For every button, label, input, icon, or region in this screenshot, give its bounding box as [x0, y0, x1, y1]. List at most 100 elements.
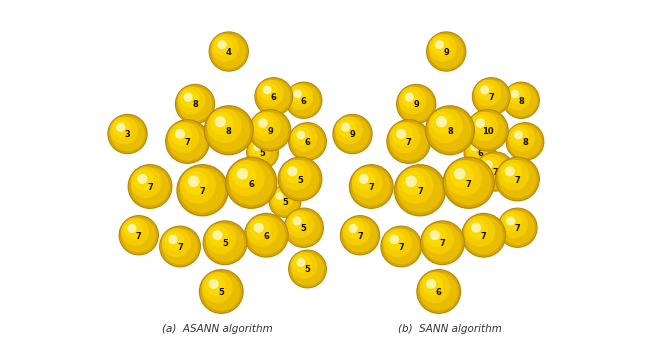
- Circle shape: [430, 35, 463, 68]
- Circle shape: [208, 109, 250, 151]
- Circle shape: [237, 169, 248, 179]
- Circle shape: [203, 221, 247, 264]
- Circle shape: [203, 273, 240, 310]
- Circle shape: [284, 163, 304, 183]
- Circle shape: [447, 161, 481, 196]
- Circle shape: [291, 87, 307, 103]
- Circle shape: [501, 211, 534, 244]
- Circle shape: [506, 85, 537, 116]
- Circle shape: [218, 41, 226, 49]
- Circle shape: [384, 229, 412, 257]
- Circle shape: [475, 81, 507, 113]
- Circle shape: [341, 217, 379, 254]
- Circle shape: [384, 229, 419, 264]
- Circle shape: [468, 220, 488, 239]
- Circle shape: [248, 217, 284, 254]
- Circle shape: [515, 131, 522, 139]
- Circle shape: [388, 121, 430, 162]
- Text: 8: 8: [447, 127, 453, 136]
- Circle shape: [226, 157, 277, 208]
- Circle shape: [297, 259, 304, 266]
- Circle shape: [172, 126, 191, 145]
- Circle shape: [422, 222, 463, 263]
- Text: 3: 3: [124, 130, 130, 140]
- Circle shape: [481, 86, 488, 94]
- Circle shape: [290, 213, 307, 231]
- Circle shape: [255, 115, 273, 134]
- Circle shape: [286, 83, 321, 117]
- Circle shape: [209, 32, 248, 71]
- Text: 7: 7: [417, 187, 423, 196]
- Text: 7: 7: [515, 176, 521, 185]
- Circle shape: [288, 85, 313, 109]
- Circle shape: [286, 82, 322, 118]
- Circle shape: [163, 229, 190, 257]
- Circle shape: [350, 165, 393, 208]
- Circle shape: [478, 155, 505, 181]
- Text: 7: 7: [177, 243, 183, 252]
- Circle shape: [211, 113, 233, 134]
- Circle shape: [470, 113, 498, 141]
- Circle shape: [511, 128, 528, 145]
- Circle shape: [476, 119, 484, 127]
- Circle shape: [252, 113, 281, 141]
- Circle shape: [201, 271, 242, 312]
- Circle shape: [471, 144, 477, 150]
- Circle shape: [470, 113, 505, 148]
- Circle shape: [254, 223, 263, 232]
- Circle shape: [128, 225, 136, 232]
- Circle shape: [336, 117, 369, 151]
- Circle shape: [501, 211, 527, 237]
- Circle shape: [210, 280, 218, 288]
- Circle shape: [430, 109, 471, 151]
- Circle shape: [111, 117, 144, 151]
- Circle shape: [109, 116, 146, 153]
- Circle shape: [336, 117, 362, 144]
- Circle shape: [427, 32, 466, 71]
- Circle shape: [382, 227, 421, 266]
- Circle shape: [462, 213, 506, 257]
- Circle shape: [249, 139, 270, 161]
- Text: (a)  ASANN algorithm: (a) ASANN algorithm: [162, 324, 273, 334]
- Circle shape: [114, 120, 131, 137]
- Circle shape: [479, 155, 511, 188]
- Circle shape: [269, 186, 301, 217]
- Circle shape: [387, 120, 430, 163]
- Circle shape: [181, 168, 224, 212]
- Circle shape: [181, 90, 198, 107]
- Circle shape: [161, 227, 199, 266]
- Text: 6: 6: [477, 149, 483, 158]
- Circle shape: [292, 126, 317, 151]
- Circle shape: [418, 271, 459, 312]
- Circle shape: [353, 168, 390, 205]
- Text: 5: 5: [297, 176, 303, 185]
- Circle shape: [132, 168, 168, 205]
- Circle shape: [272, 188, 293, 209]
- Circle shape: [285, 209, 322, 246]
- Circle shape: [351, 166, 392, 207]
- Circle shape: [381, 226, 421, 267]
- Circle shape: [432, 113, 454, 134]
- Circle shape: [464, 137, 496, 168]
- Text: 6: 6: [304, 138, 310, 147]
- Text: 5: 5: [259, 149, 266, 158]
- Circle shape: [359, 175, 368, 183]
- Circle shape: [199, 270, 243, 313]
- Circle shape: [292, 253, 323, 285]
- Circle shape: [508, 87, 524, 103]
- Circle shape: [399, 87, 426, 114]
- Circle shape: [338, 120, 356, 137]
- Circle shape: [428, 33, 465, 70]
- Circle shape: [498, 208, 537, 247]
- Circle shape: [421, 221, 464, 264]
- Circle shape: [386, 232, 404, 250]
- Circle shape: [251, 141, 265, 155]
- Circle shape: [287, 211, 321, 244]
- Circle shape: [163, 229, 197, 264]
- Circle shape: [138, 175, 147, 183]
- Circle shape: [353, 168, 382, 197]
- Circle shape: [276, 193, 283, 199]
- Text: 7: 7: [184, 138, 190, 147]
- Circle shape: [290, 124, 325, 159]
- Text: 7: 7: [488, 93, 494, 102]
